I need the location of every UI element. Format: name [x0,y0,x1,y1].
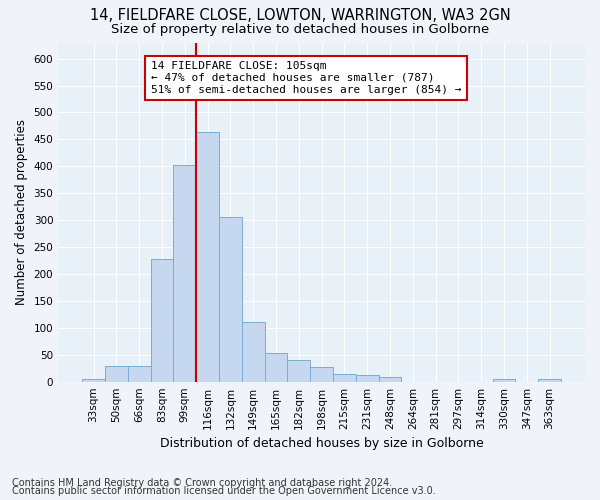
Bar [356,375,379,382]
Text: Size of property relative to detached houses in Golborne: Size of property relative to detached ho… [111,22,489,36]
Text: Contains public sector information licensed under the Open Government Licence v3: Contains public sector information licen… [12,486,436,496]
X-axis label: Distribution of detached houses by size in Golborne: Distribution of detached houses by size … [160,437,484,450]
Bar [173,164,196,382]
Text: Contains HM Land Registry data © Crown copyright and database right 2024.: Contains HM Land Registry data © Crown c… [12,478,392,488]
Bar [265,352,287,382]
Bar [219,217,242,382]
Text: 14 FIELDFARE CLOSE: 105sqm
← 47% of detached houses are smaller (787)
51% of sem: 14 FIELDFARE CLOSE: 105sqm ← 47% of deta… [151,62,461,94]
Y-axis label: Number of detached properties: Number of detached properties [15,119,28,305]
Bar [333,374,356,382]
Bar [128,366,151,382]
Bar [493,379,515,382]
Bar [105,366,128,382]
Bar [538,379,561,382]
Bar [82,379,105,382]
Bar [310,367,333,382]
Bar [379,378,401,382]
Bar [242,322,265,382]
Bar [151,259,173,382]
Text: 14, FIELDFARE CLOSE, LOWTON, WARRINGTON, WA3 2GN: 14, FIELDFARE CLOSE, LOWTON, WARRINGTON,… [89,8,511,22]
Bar [196,132,219,382]
Bar [287,360,310,382]
